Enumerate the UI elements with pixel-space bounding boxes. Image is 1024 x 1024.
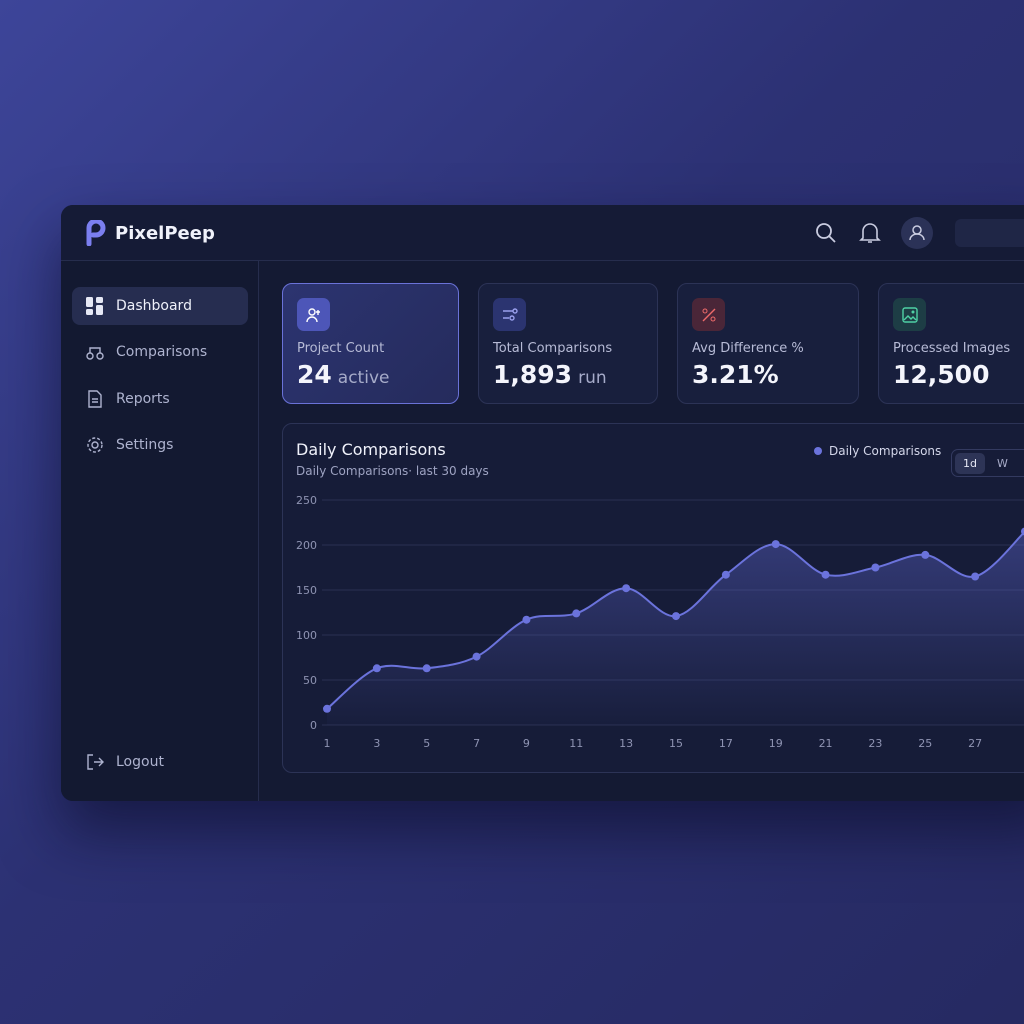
x-tick-label: 1 [324, 737, 331, 750]
point [821, 570, 830, 579]
x-tick-label: 3 [373, 737, 380, 750]
x-tick-label: 7 [473, 737, 480, 750]
card-value: 24 active [297, 360, 444, 389]
card-label: Processed Images [893, 341, 1011, 356]
icon [86, 297, 103, 315]
card-icon [692, 298, 725, 331]
card-icon [893, 298, 926, 331]
point [622, 584, 631, 593]
icon [88, 390, 102, 408]
y-tick-label: 150 [296, 584, 317, 597]
point [1021, 527, 1024, 536]
icon [87, 437, 103, 453]
stat-card[interactable]: Avg Difference % 3.21% [677, 283, 859, 404]
unit: active [337, 368, 390, 388]
x-tick-label: 11 [569, 737, 583, 750]
point [422, 664, 431, 673]
point [472, 652, 481, 661]
stat-card[interactable]: Processed Images 12,500 [878, 283, 1024, 404]
range-button[interactable]: W [996, 456, 1008, 470]
nav-item[interactable]: Comparisons [72, 333, 248, 371]
nav-item[interactable]: Dashboard [72, 287, 248, 325]
point [921, 550, 930, 559]
x-tick-label: 21 [819, 737, 833, 750]
point [871, 563, 880, 572]
value: 1,893 [493, 360, 573, 389]
y-tick-label: 0 [310, 719, 317, 732]
card-label: Avg Difference % [692, 341, 804, 356]
point [572, 609, 581, 618]
card-label: Project Count [297, 341, 385, 356]
chart-subtitle: Daily Comparisons· last 30 days [296, 464, 489, 478]
range-selector: 1d W [951, 449, 1024, 477]
range-button[interactable]: 1d [955, 452, 985, 474]
point [721, 570, 730, 579]
nav-label: Comparisons [116, 344, 208, 360]
point [971, 572, 980, 581]
nav-label: Reports [116, 391, 170, 407]
stat-card[interactable]: Project Count 24 active [282, 283, 459, 404]
x-tick-label: 17 [719, 737, 733, 750]
card-icon [493, 298, 526, 331]
x-tick-label: 19 [769, 737, 783, 750]
x-tick-label: 27 [968, 737, 982, 750]
bell-icon[interactable] [859, 221, 881, 245]
search-icon[interactable] [815, 222, 837, 244]
value: 24 [297, 360, 332, 389]
legend-marker [814, 447, 822, 455]
x-tick-label: 13 [619, 737, 633, 750]
x-tick-label: 23 [868, 737, 882, 750]
card-value: 3.21% [692, 360, 779, 389]
logo [86, 220, 106, 246]
card-value: 1,893 run [493, 360, 643, 389]
y-tick-label: 50 [303, 674, 317, 687]
point [672, 612, 680, 621]
card-icon [297, 298, 330, 331]
x-tick-label: 15 [669, 737, 683, 750]
logout[interactable]: Logout [72, 743, 248, 781]
stat-card[interactable]: Total Comparisons 1,893 run [478, 283, 658, 404]
logout-label: Logout [116, 754, 164, 770]
point [522, 615, 531, 624]
top-bar: PixelPeep [61, 205, 1024, 261]
x-tick-label: 25 [918, 737, 932, 750]
point [372, 664, 381, 673]
x-tick-label: 9 [523, 737, 530, 750]
search-field[interactable] [955, 219, 1024, 247]
y-tick-label: 250 [296, 494, 317, 507]
brand[interactable]: PixelPeep [85, 220, 215, 246]
x-tick-label: 5 [423, 737, 430, 750]
point [323, 704, 331, 713]
nav-item[interactable]: Reports [72, 380, 248, 418]
legend-label: Daily Comparisons [829, 444, 941, 458]
point [771, 540, 780, 549]
icon [87, 754, 104, 770]
y-tick-label: 100 [296, 629, 317, 642]
avatar[interactable] [901, 217, 933, 249]
unit: run [578, 368, 607, 388]
icon [86, 347, 104, 360]
sidebar: Dashboard Comparisons Reports Settings L… [61, 261, 259, 801]
nav-item[interactable]: Settings [72, 426, 248, 464]
chart-title: Daily Comparisons [296, 440, 446, 459]
area [327, 532, 1024, 725]
nav-label: Dashboard [116, 298, 192, 314]
card-value: 12,500 [893, 360, 990, 389]
nav-label: Settings [116, 437, 174, 453]
card-label: Total Comparisons [493, 341, 613, 356]
brand-name: PixelPeep [115, 222, 215, 244]
y-tick-label: 200 [296, 539, 317, 552]
